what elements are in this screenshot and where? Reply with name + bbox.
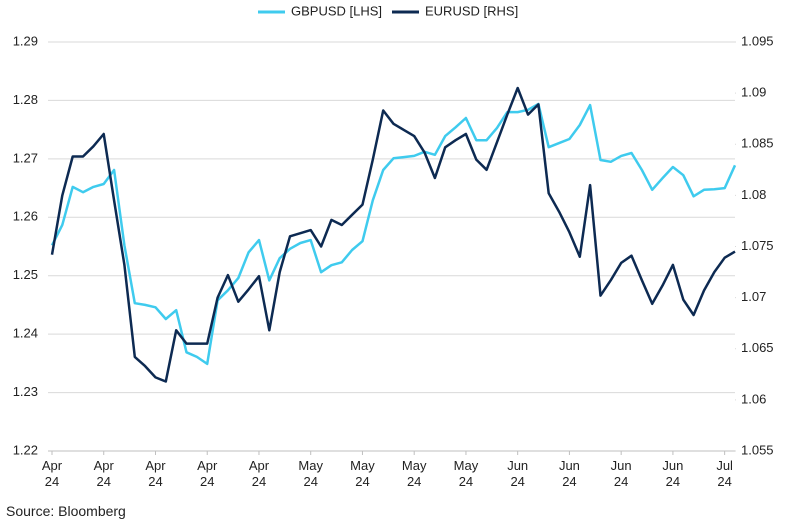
x-tick-label: Jun 24 <box>662 458 684 489</box>
y2-tick-label: 1.055 <box>741 442 774 457</box>
y2-tick-label: 1.07 <box>741 289 766 304</box>
x-tick-label: May 24 <box>401 458 427 489</box>
y2-tick-label: 1.065 <box>741 340 774 355</box>
legend-label: GBPUSD [LHS] <box>291 3 382 18</box>
y-tick-label: 1.28 <box>13 92 38 107</box>
y2-tick-label: 1.09 <box>741 85 766 100</box>
series-line <box>50 86 736 383</box>
y2-tick-label: 1.095 <box>741 33 774 48</box>
y-tick-label: 1.29 <box>13 33 38 48</box>
x-tick-label: May 24 <box>350 458 375 489</box>
y-tick-label: 1.27 <box>13 150 38 165</box>
x-tick-label: Jun 24 <box>507 458 529 489</box>
x-tick-label: Jun 24 <box>558 458 580 489</box>
x-tick-label: May 24 <box>453 458 479 489</box>
y2-tick-label: 1.085 <box>741 136 774 151</box>
y2-tick-label: 1.06 <box>741 391 766 406</box>
x-tick-label: Apr 24 <box>248 458 270 489</box>
x-tick-label: Jul 24 <box>716 458 733 489</box>
y-tick-label: 1.23 <box>13 384 38 399</box>
y-tick-label: 1.22 <box>13 442 38 457</box>
x-tick-label: Apr 24 <box>197 458 218 489</box>
x-tick-label: May 24 <box>298 458 323 489</box>
x-tick-label: Jun 24 <box>610 458 632 489</box>
legend-label: EURUSD [RHS] <box>425 3 518 18</box>
series-line <box>50 102 737 366</box>
source-note: Source: Bloomberg <box>6 503 126 519</box>
y-tick-label: 1.26 <box>13 209 38 224</box>
y-tick-label: 1.25 <box>13 267 38 282</box>
x-tick-label: Apr 24 <box>145 458 166 489</box>
y2-tick-label: 1.075 <box>741 238 774 253</box>
y2-tick-label: 1.08 <box>741 187 766 202</box>
y-tick-label: 1.24 <box>13 326 38 341</box>
x-tick-label: Apr 24 <box>41 458 63 489</box>
x-tick-label: Apr 24 <box>93 458 114 489</box>
